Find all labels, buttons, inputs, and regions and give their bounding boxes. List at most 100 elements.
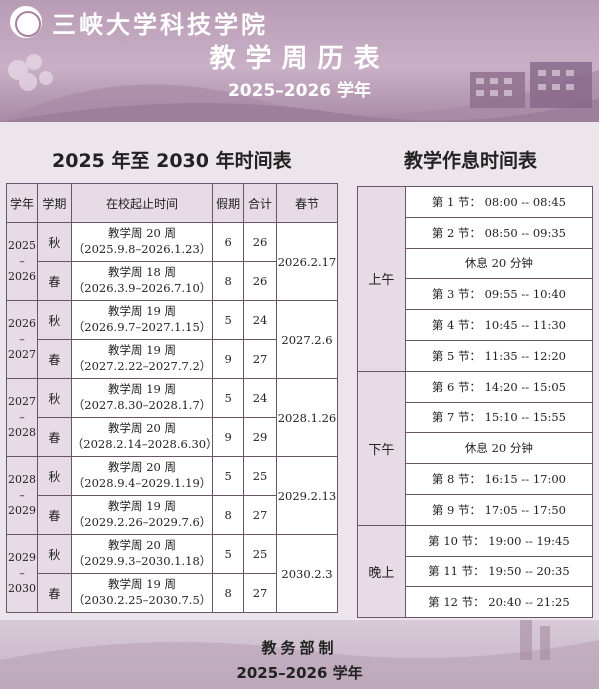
year-cell: 2028 – 2029 <box>6 456 38 535</box>
term-period-cell: 教学周 19 周（2029.2.26–2029.7.6） <box>70 495 214 535</box>
semester-cell: 秋 <box>36 378 72 418</box>
year-label: 2026 <box>7 270 36 284</box>
year-cell: 2025 – 2026 <box>6 222 38 301</box>
class-slot: 第 5 节： 11:35 -- 12:20 <box>404 339 594 372</box>
term-dates: （2029.9.3–2030.1.18） <box>72 554 212 568</box>
vacation-cell: 9 <box>212 339 245 379</box>
header-year: 学年 <box>6 183 38 223</box>
teaching-weeks: 教学周 20 周 <box>108 460 176 475</box>
year-label: – <box>19 410 25 424</box>
schedule-row: 第 3 节： 09:55 -- 10:40 <box>358 278 594 311</box>
teaching-weeks: 教学周 19 周 <box>108 577 176 592</box>
year-label: – <box>19 566 25 580</box>
table-row: 2028–2029 秋教学周 20 周（2028.9.4–2029.1.19） 5 2… <box>6 456 339 535</box>
term-dates: （2026.3.9–2026.7.10） <box>72 281 212 295</box>
term-dates: （2030.2.25–2030.7.5） <box>72 593 212 607</box>
term-period-cell: 教学周 19 周（2027.8.30–2028.1.7） <box>70 378 214 418</box>
department: 教务部制 <box>261 639 338 657</box>
year-label: 2025 <box>7 238 36 252</box>
year-cell: 2029 – 2030 <box>6 534 38 613</box>
teaching-weeks: 教学周 20 周 <box>108 538 176 553</box>
period-cell: 晚上 <box>357 524 406 619</box>
total-cell: 26 <box>243 222 277 262</box>
vacation-cell: 5 <box>212 300 245 340</box>
total-cell: 27 <box>243 339 277 379</box>
term-period-cell: 教学周 20 周（2028.2.14–2028.6.30） <box>70 417 218 457</box>
term-period-cell: 教学周 19 周（2026.9.7–2027.1.15） <box>70 300 214 340</box>
spring-festival-cell: 2029.2.13 <box>275 456 339 535</box>
class-slot: 休息 20 分钟 <box>404 247 594 280</box>
schedule-row: 上午第 1 节： 08:00 -- 08:45 <box>357 186 594 372</box>
year-label: 2030 <box>7 582 36 596</box>
class-slot: 第 10 节： 19:00 -- 19:45 <box>404 524 594 557</box>
table-row: 春教学周 18 周（2026.3.9–2026.7.10） 8 26 <box>7 261 338 301</box>
term-dates: （2027.2.22–2027.7.2） <box>72 359 212 373</box>
year-label: – <box>19 332 25 346</box>
vacation-cell: 6 <box>212 222 245 262</box>
term-dates: （2028.9.4–2029.1.19） <box>72 476 212 490</box>
spring-festival-cell: 2026.2.17 <box>275 222 339 301</box>
table-row: 2025–2026 秋教学周 20 周（2025.9.8–2026.1.23） 6 2… <box>6 222 339 301</box>
semester-cell: 秋 <box>36 456 72 496</box>
vacation-cell: 8 <box>212 261 245 301</box>
term-dates: （2027.8.30–2028.1.7） <box>72 398 212 412</box>
page-subtitle: 2025–2026 学年 <box>227 81 372 101</box>
year-label: 2027 <box>7 348 36 362</box>
class-slot: 休息 20 分钟 <box>404 432 594 465</box>
footer-decoration <box>0 620 599 689</box>
table-row: 春教学周 19 周（2027.2.22–2027.7.2） 9 27 <box>7 339 338 379</box>
term-dates: （2029.2.26–2029.7.6） <box>72 515 212 529</box>
class-slot: 第 11 节： 19:50 -- 20:35 <box>404 555 594 588</box>
header-spring-festival: 春节 <box>275 183 339 223</box>
semester-cell: 春 <box>36 339 72 379</box>
vacation-cell: 5 <box>212 378 245 418</box>
class-slot: 第 6 节： 14:20 -- 15:05 <box>404 370 594 403</box>
table-row: 春教学周 19 周（2030.2.25–2030.7.5） 8 27 <box>7 573 338 613</box>
year-label: 2028 <box>7 472 36 486</box>
total-cell: 24 <box>243 300 277 340</box>
class-slot: 第 3 节： 09:55 -- 10:40 <box>404 278 594 311</box>
spring-festival-cell: 2028.1.26 <box>275 378 339 457</box>
year-label: 2028 <box>7 426 36 440</box>
schedule-row: 第 9 节： 17:05 -- 17:50 <box>358 493 594 526</box>
school-name: 三峡大学科技学院 <box>52 10 268 39</box>
total-cell: 27 <box>243 573 277 613</box>
table-row: 2029–2030 秋教学周 20 周（2029.9.3–2030.1.18） 5 2… <box>6 534 339 613</box>
vacation-cell: 5 <box>212 456 245 496</box>
teaching-weeks: 教学周 20 周 <box>108 421 176 436</box>
year-label: 2026 <box>7 316 36 330</box>
term-period-cell: 教学周 18 周（2026.3.9–2026.7.10） <box>70 261 214 301</box>
semester-cell: 秋 <box>36 222 72 262</box>
semester-cell: 秋 <box>36 300 72 340</box>
semester-cell: 秋 <box>36 534 72 574</box>
term-period-cell: 教学周 19 周（2027.2.22–2027.7.2） <box>70 339 214 379</box>
class-slot: 第 2 节： 08:50 -- 09:35 <box>404 216 594 249</box>
school-logo-icon <box>10 6 42 38</box>
year-label: 2027 <box>7 394 36 408</box>
class-slot: 第 12 节： 20:40 -- 21:25 <box>404 586 594 619</box>
class-slot: 第 7 节： 15:10 -- 15:55 <box>404 401 594 434</box>
total-cell: 26 <box>243 261 277 301</box>
banner-decoration <box>0 54 599 122</box>
period-cell: 下午 <box>357 370 406 526</box>
term-dates: （2026.9.7–2027.1.15） <box>72 320 212 334</box>
year-label: 2029 <box>7 504 36 518</box>
schedule-row: 第 4 节： 10:45 -- 11:30 <box>358 309 594 341</box>
vacation-cell: 8 <box>212 495 245 535</box>
class-slot: 第 4 节： 10:45 -- 11:30 <box>404 309 594 341</box>
header-total: 合计 <box>243 183 277 223</box>
footer-year: 2025–2026 学年 <box>236 664 363 682</box>
schedule-row: 第 2 节： 08:50 -- 09:35 <box>358 216 594 249</box>
teaching-weeks: 教学周 19 周 <box>108 304 176 319</box>
total-cell: 29 <box>243 417 277 457</box>
year-label: 2029 <box>7 550 36 564</box>
footer-banner <box>0 620 599 689</box>
spring-festival-cell: 2030.2.3 <box>275 534 339 613</box>
term-period-cell: 教学周 20 周（2028.9.4–2029.1.19） <box>70 456 214 496</box>
teaching-weeks: 教学周 19 周 <box>108 499 176 514</box>
schedule-row: 第 12 节： 20:40 -- 21:25 <box>358 586 594 619</box>
class-slot: 第 1 节： 08:00 -- 08:45 <box>404 186 594 218</box>
total-cell: 24 <box>243 378 277 418</box>
table-row: 春教学周 19 周（2029.2.26–2029.7.6） 8 27 <box>7 495 338 535</box>
header-semester: 学期 <box>36 183 72 223</box>
